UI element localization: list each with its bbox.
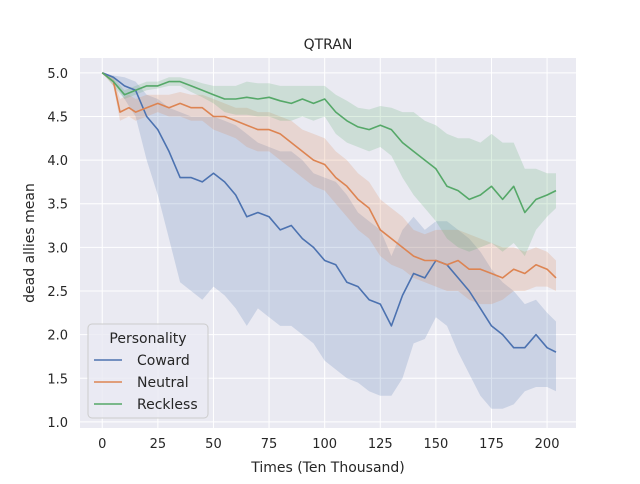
grid-lines <box>80 58 576 428</box>
y-tick-label: 4.0 <box>47 154 68 169</box>
y-tick-label: 2.0 <box>47 329 68 344</box>
band-neutral <box>102 72 556 305</box>
y-tick-label: 5.0 <box>47 67 68 82</box>
x-axis-label: Times (Ten Thousand) <box>250 460 405 476</box>
x-tick-label: 50 <box>205 437 222 452</box>
tick-labels: 0 25 50 75 100 125 150 175 200 1.0 1.5 2.0 2.5 3.0 3.5… <box>47 67 559 452</box>
y-axis-label: dead allies mean <box>22 183 38 303</box>
x-tick-label: 0 <box>98 437 106 452</box>
y-tick-label: 4.5 <box>47 110 68 125</box>
confidence-bands <box>102 72 556 409</box>
band-coward <box>102 72 556 409</box>
legend-label-reckless: Reckless <box>137 397 198 413</box>
legend-label-neutral: Neutral <box>137 375 189 391</box>
legend-label-coward: Coward <box>137 353 190 369</box>
band-reckless <box>102 72 556 257</box>
y-tick-label: 1.5 <box>47 372 68 387</box>
line-coward <box>101 72 557 353</box>
x-tick-label: 100 <box>312 437 337 452</box>
legend-title: Personality <box>109 331 186 347</box>
chart-title: QTRAN <box>304 37 353 53</box>
x-tick-label: 200 <box>535 437 560 452</box>
y-tick-label: 2.5 <box>47 285 68 300</box>
line-neutral <box>101 72 557 279</box>
x-tick-label: 175 <box>479 437 504 452</box>
x-tick-label: 125 <box>368 437 393 452</box>
series-lines <box>101 72 557 353</box>
y-tick-label: 3.5 <box>47 198 68 213</box>
legend: Personality Coward Neutral Reckless <box>87 323 209 419</box>
legend-box <box>87 323 209 419</box>
y-tick-label: 1.0 <box>47 416 68 431</box>
x-tick-label: 25 <box>150 437 167 452</box>
y-tick-label: 3.0 <box>47 241 68 256</box>
x-tick-label: 150 <box>423 437 448 452</box>
x-tick-label: 75 <box>261 437 278 452</box>
line-reckless <box>101 72 557 214</box>
